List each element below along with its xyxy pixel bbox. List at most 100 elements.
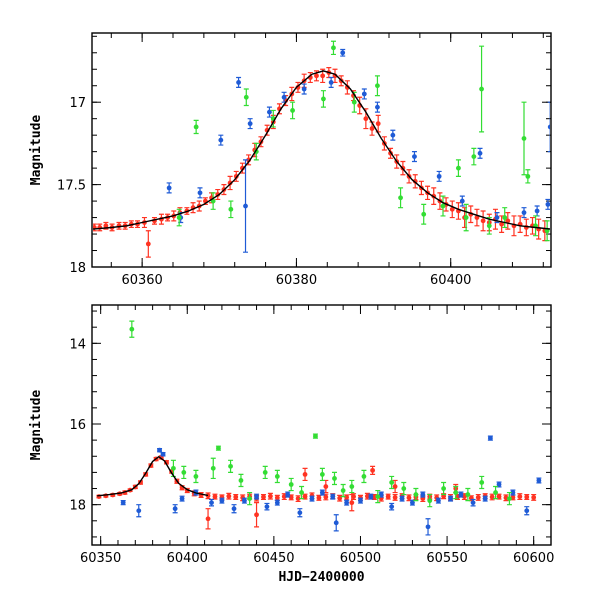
data-point — [502, 215, 508, 220]
data-point — [321, 96, 326, 102]
data-point — [136, 508, 142, 514]
x-tick-label: 60400 — [430, 273, 471, 288]
data-point — [361, 91, 367, 97]
error-bar — [547, 101, 550, 153]
data-series-2 — [129, 320, 512, 508]
data-point — [193, 474, 199, 479]
data-point — [375, 104, 380, 110]
data-point — [544, 228, 550, 234]
data-point — [534, 208, 540, 214]
data-point — [398, 195, 403, 201]
data-point — [521, 210, 527, 216]
data-point — [254, 494, 259, 499]
data-point — [494, 215, 500, 220]
y-tick-label: 14 — [69, 337, 86, 352]
data-point — [210, 465, 216, 471]
data-point — [247, 121, 253, 127]
data-point — [505, 218, 511, 224]
data-point — [344, 84, 350, 90]
y-tick-label: 16 — [69, 418, 86, 433]
data-series-1 — [120, 435, 542, 536]
data-series-0 — [96, 455, 537, 530]
y-tick-label: 18 — [69, 261, 86, 276]
data-point — [227, 180, 233, 186]
data-series-1 — [166, 48, 550, 253]
data-point — [449, 206, 455, 212]
data-point — [243, 94, 249, 100]
top-panel: 60360 60380 60400 17 17.5 18 Magnitude — [29, 32, 552, 288]
data-point — [480, 218, 486, 224]
data-point — [479, 86, 484, 92]
data-point — [309, 496, 315, 502]
plot-area — [93, 40, 550, 258]
data-series-0 — [93, 67, 548, 258]
data-point — [267, 109, 272, 115]
data-point — [281, 494, 287, 499]
data-point — [193, 124, 199, 130]
data-point — [219, 498, 225, 504]
data-point — [496, 482, 502, 487]
data-point — [181, 469, 187, 475]
data-point — [340, 488, 346, 493]
plot-frame — [91, 304, 552, 546]
data-point — [441, 486, 447, 491]
data-point — [262, 469, 268, 475]
data-point — [375, 121, 381, 127]
data-point — [448, 496, 453, 502]
data-point — [228, 206, 234, 212]
data-point — [479, 480, 485, 485]
data-point — [323, 494, 329, 500]
data-point — [301, 86, 307, 92]
data-point — [531, 495, 537, 500]
data-point — [242, 498, 247, 504]
data-point — [363, 116, 369, 122]
data-point — [486, 223, 492, 229]
x-tick-label: 60350 — [80, 551, 121, 566]
data-point — [420, 492, 426, 497]
data-point — [389, 480, 395, 485]
data-point — [157, 447, 162, 453]
data-point — [436, 173, 442, 179]
data-point — [212, 494, 218, 499]
data-point — [475, 495, 481, 500]
data-point — [456, 165, 461, 171]
data-point — [176, 215, 182, 220]
data-point — [392, 484, 398, 489]
data-point — [392, 495, 398, 500]
data-point — [344, 495, 350, 500]
data-point — [477, 150, 483, 156]
data-point — [507, 496, 512, 502]
data-point — [172, 506, 178, 512]
plot-frame — [91, 32, 552, 268]
data-point — [390, 132, 396, 138]
data-point — [216, 445, 221, 451]
data-point — [496, 494, 502, 499]
data-point — [197, 190, 203, 196]
data-point — [401, 486, 407, 491]
data-point — [375, 494, 381, 499]
data-point — [461, 494, 467, 499]
data-point — [297, 510, 303, 516]
bottom-panel: 60350 60400 60450 60500 60550 60600 14 16 18 Magn… — [29, 304, 554, 585]
data-point — [290, 108, 295, 113]
data-point — [440, 203, 446, 209]
data-point — [166, 185, 172, 191]
data-point — [545, 201, 550, 207]
data-series-2 — [176, 40, 550, 242]
data-point — [389, 504, 395, 510]
data-point — [274, 474, 280, 479]
data-point — [302, 472, 308, 477]
data-point — [368, 494, 374, 499]
data-point — [103, 223, 109, 229]
data-point — [129, 326, 135, 332]
data-point — [319, 490, 325, 495]
y-axis-label: Magnitude — [29, 115, 44, 186]
data-point — [427, 498, 433, 504]
y-axis-label: Magnitude — [29, 390, 44, 461]
data-point — [470, 500, 476, 506]
data-point — [299, 490, 304, 495]
data-point — [281, 94, 287, 100]
y-tick-label: 18 — [69, 499, 86, 514]
data-point — [261, 494, 266, 500]
data-point — [371, 494, 377, 500]
